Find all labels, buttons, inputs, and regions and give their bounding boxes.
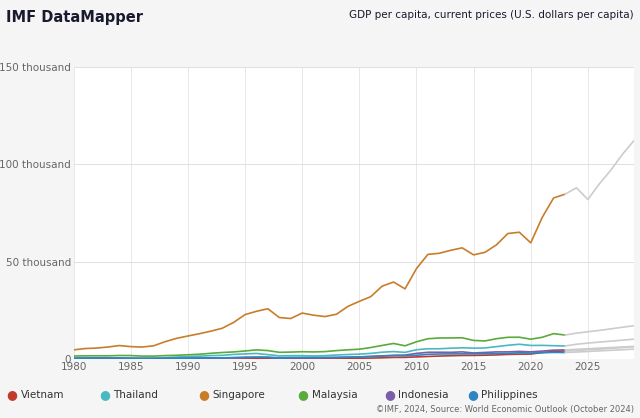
Text: IMF DataMapper: IMF DataMapper <box>6 10 143 25</box>
Text: ©IMF, 2024, Source: World Economic Outlook (October 2024): ©IMF, 2024, Source: World Economic Outlo… <box>376 405 634 414</box>
Text: ●: ● <box>298 388 308 402</box>
Text: GDP per capita, current prices (U.S. dollars per capita): GDP per capita, current prices (U.S. dol… <box>349 10 634 20</box>
Text: ●: ● <box>384 388 395 402</box>
Text: Singapore: Singapore <box>212 390 265 400</box>
Text: ●: ● <box>6 388 17 402</box>
Text: Vietnam: Vietnam <box>20 390 64 400</box>
Text: ●: ● <box>467 388 478 402</box>
Text: Malaysia: Malaysia <box>312 390 357 400</box>
Text: Philippines: Philippines <box>481 390 538 400</box>
Text: Thailand: Thailand <box>113 390 158 400</box>
Text: ●: ● <box>99 388 110 402</box>
Text: ●: ● <box>198 388 209 402</box>
Text: Indonesia: Indonesia <box>398 390 449 400</box>
